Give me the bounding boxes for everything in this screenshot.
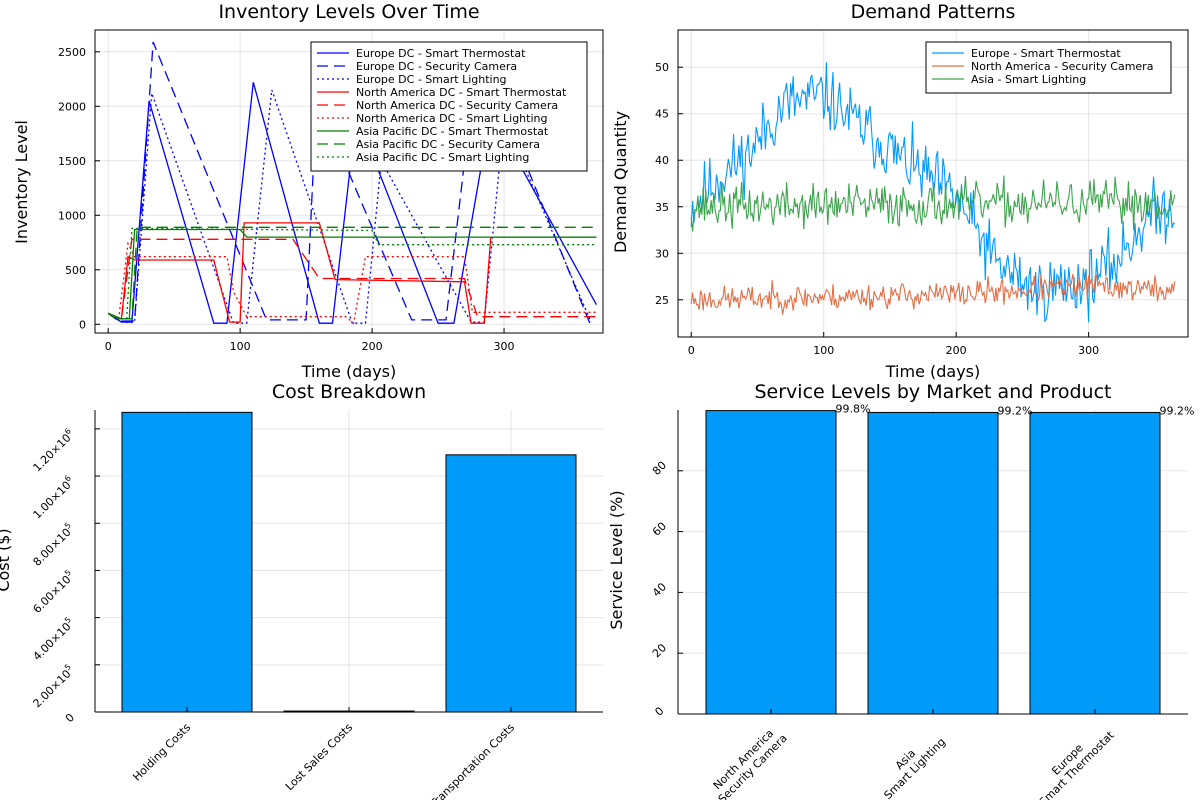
x-tick-label: Lost Sales Costs: [283, 721, 355, 793]
y-tick-label: 0: [652, 704, 666, 718]
series-line-europe-dc-smart-lighting: [107, 89, 592, 324]
legend-label: Europe DC - Smart Thermostat: [356, 47, 526, 60]
legend-label: Asia Pacific DC - Smart Thermostat: [356, 125, 549, 138]
series-line-asia-pacific-dc-security-camera: [107, 226, 597, 320]
legend-label: Europe DC - Security Camera: [356, 60, 517, 73]
cost-chart-title: Cost Breakdown: [272, 381, 426, 403]
inventory-chart-title: Inventory Levels Over Time: [218, 1, 479, 23]
legend-label: Europe - Smart Thermostat: [971, 47, 1121, 60]
legend-label: North America - Security Camera: [971, 60, 1153, 73]
series-line-north-america-dc-security-camera: [107, 238, 597, 320]
inventory-chart: Inventory Levels Over Time 0 100 200 300 0 50…: [12, 1, 604, 381]
service-bars: [705, 410, 1161, 715]
cost-ticks: 02.00×1054.00×1056.00×1058.00×1051.00×10…: [29, 426, 517, 800]
series-line-north-america-security-camera: [690, 273, 1176, 315]
x-tick-label: North AmericaSecurity Camera: [706, 722, 789, 800]
inventory-ticks: 0 100 200 300 0 500 1000 1500 2000 2500: [58, 46, 515, 353]
data-label: 99.2%: [1160, 404, 1195, 417]
x-tick-label: 200: [946, 344, 967, 357]
service-ylabel: Service Level (%): [607, 490, 626, 629]
x-tick-label: AsiaSmart Lighting: [872, 726, 948, 800]
x-tick-label: EuropeSmart Thermostat: [1028, 719, 1118, 800]
y-tick-label: 4.00×105: [29, 615, 77, 663]
demand-lines: [690, 62, 1176, 323]
x-tick-label: 300: [494, 340, 515, 353]
y-tick-label: 40: [650, 580, 669, 599]
legend-label: North America DC - Smart Thermostat: [356, 86, 567, 99]
y-tick-label: 2500: [58, 46, 86, 59]
x-tick-label: 0: [688, 344, 695, 357]
legend-label: Europe DC - Smart Lighting: [356, 73, 507, 86]
series-line-asia-pacific-dc-smart-lighting: [107, 227, 597, 320]
y-tick-label: 1500: [58, 155, 86, 168]
demand-chart: Demand Patterns 0 100 200 300 25 30 35 40 45 50 T…: [611, 1, 1189, 381]
series-line-asia-smart-lighting: [690, 175, 1176, 232]
inventory-lines: [107, 41, 597, 325]
legend-box: [310, 41, 588, 172]
demand-frame: [677, 29, 1189, 338]
bar-asia-smart-lighting: [867, 411, 999, 715]
y-tick-label: 2.00×105: [29, 662, 77, 710]
series-line-north-america-dc-smart-lighting: [107, 241, 597, 325]
cost-bars: [121, 411, 577, 713]
demand-chart-title: Demand Patterns: [851, 1, 1016, 23]
demand-xlabel: Time (days): [885, 362, 981, 381]
data-label: 99.8%: [836, 403, 871, 416]
legend-box: [925, 41, 1172, 94]
x-tick-label: Holding Costs: [130, 721, 193, 784]
cost-chart: Cost Breakdown 02.00×1054.00×1056.00×105…: [0, 381, 603, 800]
y-tick-label: 20: [650, 641, 669, 660]
legend-label: Asia Pacific DC - Security Camera: [356, 138, 540, 151]
cost-ylabel: Cost ($): [0, 528, 13, 591]
x-tick-label: 100: [813, 344, 834, 357]
y-tick-label: 1.00×106: [29, 474, 77, 522]
x-tick-label: Transportation Costs: [427, 721, 517, 800]
bar-europe-smart-thermostat: [1029, 411, 1161, 715]
y-tick-label: 6.00×105: [29, 568, 77, 616]
series-line-asia-pacific-dc-smart-thermostat: [107, 228, 597, 320]
legend-label: North America DC - Security Camera: [356, 99, 558, 112]
y-tick-label: 30: [655, 247, 669, 260]
demand-ticks: 0 100 200 300 25 30 35 40 45 50: [655, 61, 1099, 357]
y-tick-label: 500: [65, 264, 86, 277]
x-tick-label: 300: [1078, 344, 1099, 357]
demand-ylabel: Demand Quantity: [611, 111, 630, 253]
bar-holding-costs: [121, 411, 253, 713]
series-line-north-america-dc-smart-thermostat: [107, 222, 597, 324]
y-tick-label: 45: [655, 108, 669, 121]
series-line-europe-smart-thermostat: [690, 62, 1176, 323]
y-tick-label: 8.00×105: [29, 521, 77, 569]
bar-transportation-costs: [445, 454, 577, 713]
bar-north-america-security-camera: [705, 410, 837, 715]
service-data-labels: 99.8% 99.2% 99.2%: [836, 403, 1195, 418]
y-tick-label: 0: [79, 318, 86, 331]
legend-label: Asia Pacific DC - Smart Lighting: [356, 151, 529, 164]
y-tick-label: 25: [655, 294, 669, 307]
y-tick-label: 60: [650, 520, 669, 539]
y-tick-label: 1.20×106: [29, 426, 77, 474]
x-tick-label: 200: [362, 340, 383, 353]
y-tick-label: 0: [63, 711, 77, 725]
y-tick-label: 50: [655, 61, 669, 74]
x-tick-label: 100: [230, 340, 251, 353]
data-label: 99.2%: [998, 404, 1033, 417]
y-tick-label: 40: [655, 154, 669, 167]
y-tick-label: 35: [655, 201, 669, 214]
legend-label: Asia - Smart Lighting: [971, 73, 1086, 86]
y-tick-label: 80: [650, 459, 669, 478]
inventory-xlabel: Time (days): [301, 362, 397, 381]
x-tick-label: 0: [105, 340, 112, 353]
inventory-frame: [94, 29, 604, 334]
y-tick-label: 2000: [58, 100, 86, 113]
service-chart-title: Service Levels by Market and Product: [755, 381, 1112, 403]
series-line-europe-dc-smart-thermostat: [107, 82, 597, 324]
y-tick-label: 1000: [58, 209, 86, 222]
legend-label: North America DC - Smart Lighting: [356, 112, 547, 125]
inventory-ylabel: Inventory Level: [12, 120, 31, 244]
service-chart: Service Levels by Market and Product 0 20…: [607, 381, 1194, 800]
